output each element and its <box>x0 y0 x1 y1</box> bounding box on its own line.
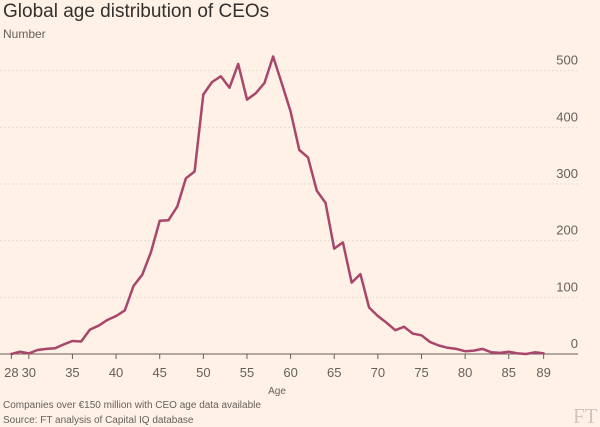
x-tick-label: 50 <box>196 365 210 380</box>
data-point <box>342 241 344 244</box>
series-line <box>10 55 545 356</box>
data-point <box>219 75 222 78</box>
y-tick-label: 100 <box>556 279 578 294</box>
data-point <box>525 353 528 355</box>
data-point <box>132 285 135 287</box>
y-tick-label: 500 <box>556 53 578 68</box>
data-point <box>411 332 414 335</box>
y-tick-label: 400 <box>556 109 578 124</box>
data-point <box>385 321 388 324</box>
data-point <box>438 344 440 347</box>
data-point <box>368 306 370 309</box>
data-point <box>333 247 336 250</box>
x-tick-label: 60 <box>283 365 297 380</box>
data-point <box>542 352 545 355</box>
data-point <box>167 219 170 222</box>
data-point <box>202 93 205 96</box>
data-point <box>420 334 423 337</box>
x-tick-label: 65 <box>327 365 341 380</box>
x-tick-label: 28 <box>4 365 18 380</box>
data-point <box>211 81 214 83</box>
data-point <box>394 329 397 332</box>
x-tick-label: 55 <box>240 365 254 380</box>
data-point <box>376 315 379 317</box>
data-point <box>158 219 161 222</box>
data-point <box>254 92 257 95</box>
data-point <box>499 352 501 354</box>
data-point <box>246 98 248 101</box>
data-point <box>150 251 152 253</box>
data-point <box>315 189 318 192</box>
y-tick-label: 0 <box>571 336 578 351</box>
data-point <box>464 350 466 353</box>
data-point <box>516 352 519 355</box>
data-point <box>429 341 432 343</box>
data-point <box>45 348 48 350</box>
data-point <box>71 340 74 342</box>
chart-subtitle: Number <box>3 27 46 41</box>
data-point <box>115 315 117 317</box>
data-point <box>19 350 21 353</box>
y-tick-label: 300 <box>556 166 578 181</box>
data-point <box>507 350 510 353</box>
footnote-note: Companies over €150 million with CEO age… <box>3 400 261 411</box>
x-tick-label: 70 <box>371 365 385 380</box>
data-point <box>62 343 65 346</box>
x-tick-label: 75 <box>414 365 428 380</box>
data-point <box>10 353 13 355</box>
data-point <box>307 156 309 159</box>
ft-logo: FT <box>573 404 598 427</box>
footnote-source: Source: FT analysis of Capital IQ databa… <box>3 415 194 426</box>
y-tick-label: 200 <box>556 223 578 238</box>
data-point <box>472 349 475 352</box>
data-point <box>185 177 187 180</box>
x-tick-label: 80 <box>458 365 472 380</box>
x-tick-label: 30 <box>22 365 36 380</box>
data-point <box>27 352 30 355</box>
x-tick-label: 40 <box>109 365 123 380</box>
data-point <box>324 201 327 204</box>
data-point <box>228 86 231 89</box>
data-point <box>97 324 100 327</box>
data-point <box>272 55 274 58</box>
data-point <box>490 351 493 354</box>
x-tick-label: 35 <box>65 365 79 380</box>
y-axis-ticks: 0 100 200 300 400 500 <box>556 53 578 351</box>
data-point <box>193 170 196 173</box>
data-point <box>237 63 240 65</box>
gridlines <box>0 70 578 355</box>
plot-area <box>10 55 545 356</box>
chart-title: Global age distribution of CEOs <box>3 1 269 22</box>
data-point <box>80 340 83 343</box>
data-point <box>534 351 536 354</box>
data-point <box>446 346 449 349</box>
data-point <box>89 328 91 331</box>
data-point <box>481 348 484 350</box>
data-point <box>36 349 39 351</box>
x-tick-label: 85 <box>501 365 515 380</box>
data-point <box>350 281 353 284</box>
data-point <box>289 110 292 113</box>
data-point <box>359 273 362 275</box>
x-tick-label: 45 <box>152 365 166 380</box>
x-tick-label: 89 <box>536 365 550 380</box>
data-point <box>298 149 301 151</box>
data-point <box>141 273 144 276</box>
data-point <box>123 309 126 312</box>
data-point <box>106 319 109 321</box>
data-point <box>54 347 56 350</box>
x-axis-ticks: 28 30 35 40 45 50 55 60 65 70 75 80 85 89 <box>4 354 551 380</box>
x-axis-label: Age <box>268 386 286 397</box>
data-point <box>263 82 266 84</box>
data-point <box>281 82 283 85</box>
data-point <box>403 325 405 328</box>
data-point <box>455 348 458 350</box>
data-point <box>176 205 179 208</box>
